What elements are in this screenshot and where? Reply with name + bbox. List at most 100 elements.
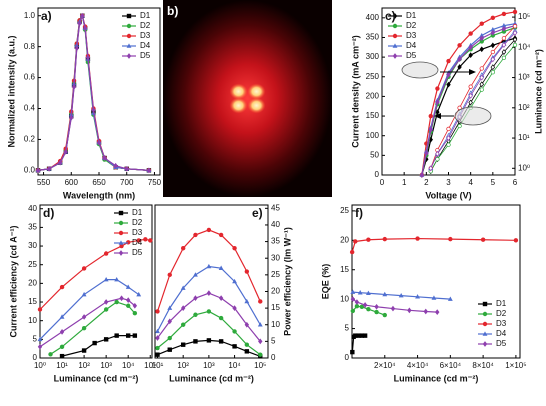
- marker: [193, 295, 198, 301]
- marker: [468, 31, 473, 36]
- x-tick-label: 550: [37, 178, 51, 187]
- y-axis-label: EQE (%): [320, 264, 330, 300]
- marker: [468, 44, 473, 51]
- marker: [490, 26, 496, 32]
- marker: [92, 340, 97, 346]
- marker: [501, 55, 507, 60]
- marker: [244, 349, 250, 354]
- marker: [124, 165, 129, 172]
- x-tick-label: 0: [380, 178, 385, 187]
- y-tick-label: 0.4: [24, 104, 36, 113]
- marker: [468, 52, 473, 59]
- marker: [513, 238, 519, 243]
- y2-tick-label: 10⁵: [518, 12, 530, 21]
- y-tick-label: 10: [340, 294, 349, 303]
- x-tick-label: 3: [446, 178, 451, 187]
- photo-spot: [247, 83, 266, 100]
- series-group: [35, 12, 152, 174]
- marker: [80, 12, 85, 19]
- marker: [457, 123, 462, 129]
- legend-label: D5: [140, 51, 151, 60]
- marker: [206, 338, 212, 343]
- marker: [457, 56, 462, 62]
- y-tick-label: 30: [28, 241, 37, 250]
- legend-marker: [118, 220, 124, 226]
- x-tick-label: 6: [513, 178, 518, 187]
- legend-label: D5: [496, 339, 507, 348]
- marker: [81, 266, 87, 271]
- marker: [244, 321, 250, 328]
- legend-marker: [482, 301, 488, 307]
- marker: [77, 20, 82, 27]
- marker: [446, 126, 451, 132]
- marker: [59, 353, 65, 359]
- panel-label: e): [252, 206, 263, 220]
- y-axis-label: Power efficiency (lm W⁻¹): [282, 227, 292, 336]
- x-tick-label: 8×10⁴: [472, 361, 494, 370]
- panel: 2×10⁴ 4×10⁴ 6×10⁴ 8×10⁴ 1×10⁵ 0 5 10 15 20 25 Lumin…: [320, 204, 527, 383]
- series-line: [39, 297, 136, 348]
- legend-marker: [118, 240, 124, 245]
- marker: [132, 302, 138, 309]
- y-axis-label: Current efficiency (cd A⁻¹): [8, 226, 18, 338]
- series-line: [37, 13, 149, 171]
- marker: [102, 155, 107, 161]
- y-tick-label: 0.6: [24, 73, 36, 82]
- marker: [37, 336, 43, 342]
- legend-label: D3: [132, 228, 143, 237]
- series-line: [37, 13, 149, 171]
- marker: [353, 333, 358, 338]
- marker: [114, 333, 119, 338]
- y-tick-label: 300: [366, 52, 380, 61]
- x-tick-label: 10¹: [152, 361, 164, 370]
- marker: [81, 325, 87, 331]
- legend-label: D1: [140, 11, 151, 20]
- y-tick-label: 15: [340, 265, 349, 274]
- legend-label: D5: [406, 51, 417, 60]
- series-line: [61, 335, 135, 357]
- x-tick-label: 750: [148, 178, 162, 187]
- marker: [180, 342, 186, 347]
- marker: [362, 302, 368, 308]
- marker: [59, 329, 65, 335]
- legend-label: D2: [140, 21, 151, 30]
- legend-marker: [118, 230, 124, 236]
- plot-frame: [381, 7, 516, 176]
- x-tick-label: 10³: [100, 361, 112, 370]
- series-line: [37, 14, 149, 171]
- legend-label: D3: [140, 31, 151, 40]
- marker: [155, 335, 160, 341]
- y-tick-label: 30: [271, 253, 280, 262]
- marker: [435, 86, 440, 91]
- marker: [490, 70, 495, 75]
- marker: [490, 56, 496, 63]
- y-tick-label: 0.0: [24, 165, 36, 174]
- marker: [155, 309, 160, 314]
- x-tick-label: 10¹: [56, 361, 68, 370]
- y-tick-label: 25: [271, 270, 280, 279]
- marker: [37, 307, 43, 312]
- y2-tick-label: 10²: [518, 103, 530, 112]
- marker: [85, 54, 91, 61]
- photo-spot: [229, 97, 248, 114]
- marker: [69, 114, 74, 121]
- y-tick-label: 35: [28, 222, 37, 231]
- legend-marker: [126, 43, 132, 48]
- panel: 10¹ 10² 10³ 10⁴ 10⁵ 0 5 10 15 20 25 30 35 40 45 Luminan…: [152, 203, 293, 383]
- marker: [206, 290, 212, 297]
- x-tick-label: 10³: [203, 361, 215, 370]
- marker: [81, 314, 87, 320]
- marker: [206, 227, 212, 233]
- marker: [501, 25, 507, 32]
- legend-label: D2: [496, 309, 507, 318]
- marker: [232, 278, 237, 284]
- marker: [113, 162, 118, 169]
- marker: [407, 307, 412, 314]
- marker: [218, 232, 224, 238]
- marker: [501, 36, 507, 41]
- marker: [103, 337, 109, 342]
- marker: [59, 314, 65, 319]
- x-axis-label: Luminance (cd m⁻²): [169, 373, 254, 383]
- marker: [350, 289, 356, 294]
- legend-marker: [482, 321, 488, 327]
